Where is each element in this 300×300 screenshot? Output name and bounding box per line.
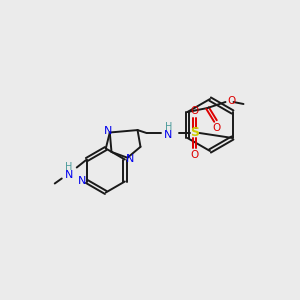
Text: N: N <box>103 127 112 136</box>
Text: N: N <box>64 169 73 179</box>
Text: N: N <box>78 176 86 187</box>
Text: N: N <box>126 154 134 164</box>
Text: S: S <box>190 127 199 140</box>
Text: H: H <box>65 161 72 172</box>
Text: O: O <box>227 96 236 106</box>
Text: N: N <box>164 130 173 140</box>
Text: H: H <box>165 122 172 132</box>
Text: O: O <box>190 106 199 116</box>
Text: O: O <box>212 123 220 133</box>
Text: O: O <box>190 150 199 160</box>
